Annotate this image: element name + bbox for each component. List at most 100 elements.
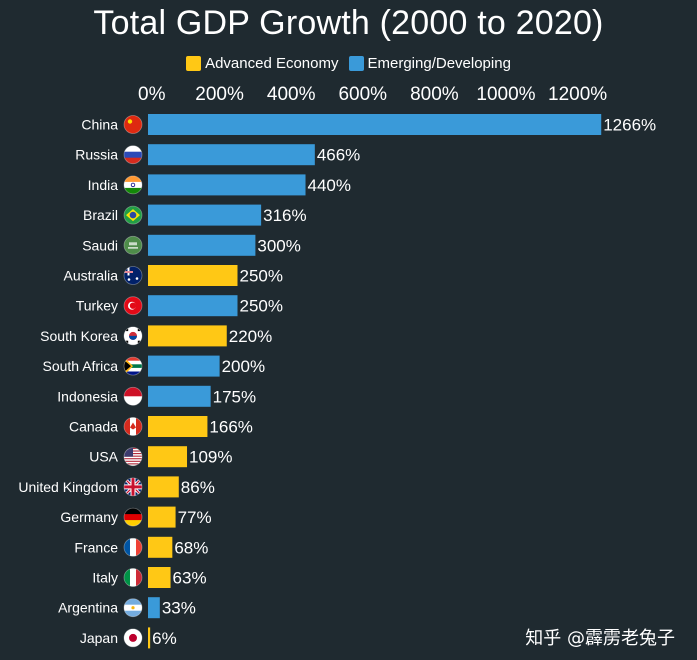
flag-outline <box>123 598 143 618</box>
x-tick-label: 0% <box>138 84 166 105</box>
flag-outline <box>123 628 143 648</box>
category-label: Brazil <box>83 207 118 223</box>
bar <box>148 174 306 196</box>
flag-outline <box>123 507 143 527</box>
legend-item-advanced: Advanced Economy <box>186 55 339 72</box>
category-label: South Africa <box>43 358 119 374</box>
china-flag-icon <box>124 115 142 134</box>
category-label: Canada <box>69 419 118 435</box>
bar <box>148 476 179 498</box>
x-tick-label: 200% <box>195 84 244 105</box>
turkey-flag-icon <box>124 296 142 315</box>
legend: Advanced Economy Emerging/Developing <box>0 55 697 72</box>
flag-outline <box>123 447 143 467</box>
x-tick-label: 1200% <box>548 84 607 105</box>
bar <box>148 325 227 347</box>
value-label: 33% <box>162 599 196 618</box>
value-label: 250% <box>240 297 283 316</box>
watermark: 知乎 @霹雳老兔子 <box>525 628 675 649</box>
brazil-flag-icon <box>124 206 142 225</box>
legend-swatch-advanced <box>186 56 202 71</box>
bar <box>148 506 176 528</box>
bar <box>148 536 173 558</box>
bar <box>148 114 602 135</box>
flag-outline <box>123 537 143 557</box>
flag-outline <box>123 175 143 195</box>
legend-label-advanced: Advanced Economy <box>205 55 339 72</box>
flag-outline <box>123 568 143 587</box>
value-label: 440% <box>308 176 351 195</box>
bar <box>148 446 188 468</box>
value-label: 300% <box>257 236 300 255</box>
category-label: Turkey <box>76 298 118 314</box>
flag-outline <box>123 115 143 134</box>
flag-outline <box>123 296 143 316</box>
bar <box>148 204 262 226</box>
south-korea-flag-icon <box>124 326 142 345</box>
value-label: 109% <box>189 448 232 467</box>
legend-label-emerging: Emerging/Developing <box>367 55 511 72</box>
japan-flag-icon <box>124 628 142 647</box>
category-label: Australia <box>64 268 119 284</box>
category-label: Japan <box>80 630 118 646</box>
value-label: 1266% <box>603 116 656 135</box>
russia-flag-icon <box>124 145 142 164</box>
south-africa-flag-icon <box>124 357 142 376</box>
flag-outline <box>123 386 143 406</box>
legend-item-emerging: Emerging/Developing <box>348 55 511 72</box>
category-label: Italy <box>92 570 118 586</box>
argentina-flag-icon <box>124 598 142 617</box>
flag-outline <box>123 417 143 436</box>
flag-outline <box>123 235 143 255</box>
value-label: 6% <box>152 629 177 648</box>
category-label: India <box>88 177 119 193</box>
value-label: 250% <box>240 267 283 286</box>
flag-outline <box>123 477 143 497</box>
value-label: 63% <box>173 569 207 588</box>
indonesia-flag-icon <box>124 387 142 406</box>
bar <box>148 627 151 649</box>
value-label: 175% <box>213 387 256 406</box>
category-label: Indonesia <box>57 388 118 404</box>
value-label: 166% <box>209 418 252 437</box>
bar <box>148 295 238 317</box>
flag-outline <box>123 266 143 285</box>
x-tick-label: 600% <box>338 84 387 105</box>
bar <box>148 385 211 407</box>
germany-flag-icon <box>124 508 142 527</box>
usa-flag-icon <box>124 447 142 466</box>
category-label: South Korea <box>40 328 118 344</box>
bar <box>148 597 160 619</box>
legend-swatch-emerging <box>348 56 364 71</box>
value-label: 466% <box>317 146 360 165</box>
category-label: United Kingdom <box>18 479 118 495</box>
chart-title: Total GDP Growth (2000 to 2020) <box>93 4 604 42</box>
saudi-flag-icon <box>124 236 142 255</box>
australia-flag-icon <box>124 266 142 285</box>
value-label: 316% <box>263 206 306 225</box>
flag-outline <box>123 145 143 165</box>
bar <box>148 567 171 588</box>
value-label: 220% <box>229 327 272 346</box>
value-label: 200% <box>222 357 265 376</box>
category-label: Germany <box>60 509 118 525</box>
value-label: 68% <box>174 538 208 557</box>
flag-outline <box>123 205 143 225</box>
italy-flag-icon <box>124 568 142 587</box>
france-flag-icon <box>124 538 142 557</box>
value-label: 86% <box>181 478 215 497</box>
x-tick-label: 1000% <box>476 84 535 105</box>
bar <box>148 234 256 256</box>
bar <box>148 265 238 286</box>
bar <box>148 355 220 377</box>
value-label: 77% <box>178 508 212 527</box>
category-label: USA <box>89 449 118 465</box>
category-label: Russia <box>75 147 118 163</box>
flag-outline <box>123 326 143 346</box>
canada-flag-icon <box>124 417 142 436</box>
category-label: Saudi <box>82 237 118 253</box>
bar <box>148 144 315 166</box>
bar <box>148 416 208 437</box>
category-label: France <box>74 539 118 555</box>
